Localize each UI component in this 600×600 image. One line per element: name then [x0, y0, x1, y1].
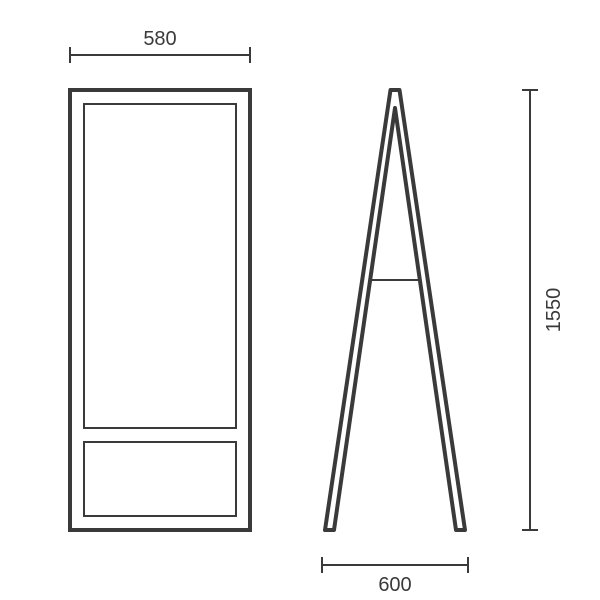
- front-inner-panel-lower: [84, 442, 236, 516]
- dim-label-height: 1550: [543, 288, 565, 333]
- front-inner-panel-upper: [84, 104, 236, 428]
- front-outer-frame: [70, 90, 250, 530]
- dim-label-side-width: 600: [378, 574, 411, 596]
- dim-label-front-width: 580: [143, 28, 176, 50]
- side-a-frame-legs: [325, 90, 465, 530]
